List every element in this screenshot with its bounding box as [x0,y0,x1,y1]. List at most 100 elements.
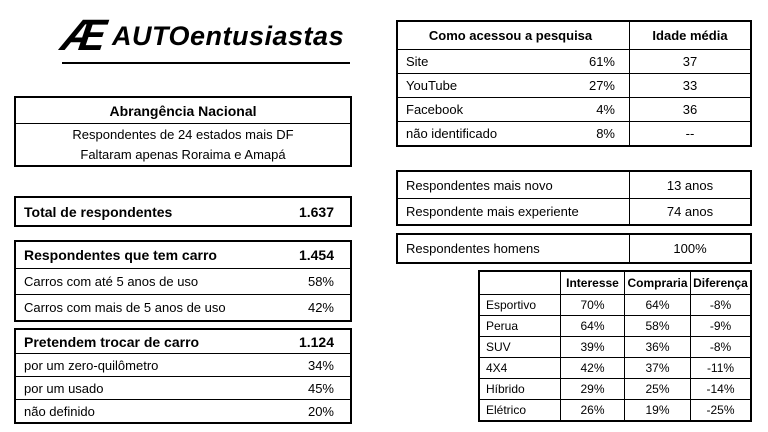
access-row-site-main: Site 61% [398,50,630,73]
interest-row-suv-interest-value: 39% [580,340,605,354]
access-row-facebook-age-value: 36 [682,102,698,117]
interest-header-buy: Compraria [624,272,690,294]
gender-row: Respondentes homens 100% [398,235,750,262]
access-header-main: Como acessou a pesquisa [398,22,630,49]
access-header-age: Idade média [630,22,750,49]
have-car-row-2-label: Carros com mais de 5 anos de uso [24,300,226,315]
trade-car-row-1-label: por um zero-quilômetro [24,357,159,373]
have-car-value: 1.454 [298,247,334,263]
access-title: Como acessou a pesquisa [428,28,593,43]
coverage-line-2: Faltaram apenas Roraima e Amapá [16,144,350,165]
access-row-unidentified-age: -- [630,122,750,145]
trade-car-row-3-value: 20% [307,403,334,419]
interest-row-hibrido-diff: -14% [690,379,750,399]
interest-row-4x4-buy: 37% [624,358,690,378]
interest-header-blank [480,272,560,294]
access-row-unidentified-age-value: -- [685,126,695,141]
interest-row-perua: Perua 64% 58% -9% [480,315,750,336]
access-row-youtube: YouTube 27% 33 [398,73,750,97]
interest-row-esportivo-buy: 64% [624,295,690,315]
interest-header-row: Interesse Compraria Diferença [480,272,750,294]
access-row-unidentified-main: não identificado 8% [398,122,630,145]
age-extremes-row-1-label: Respondentes mais novo [406,177,553,193]
interest-row-hibrido: Híbrido 29% 25% -14% [480,378,750,399]
have-car-label: Respondentes que tem carro [24,247,217,263]
interest-row-4x4-label-cell: 4X4 [480,358,560,378]
interest-row-esportivo-label-cell: Esportivo [480,295,560,315]
access-row-youtube-main: YouTube 27% [398,74,630,97]
interest-row-perua-buy: 58% [624,316,690,336]
coverage-box: Abrangência Nacional Respondentes de 24 … [14,96,352,167]
trade-car-row-3-label: não definido [24,403,95,419]
age-extremes-row-2: Respondente mais experiente 74 anos [398,198,750,224]
interest-row-suv-label-cell: SUV [480,337,560,357]
have-car-box: Respondentes que tem carro 1.454 Carros … [14,240,352,322]
interest-row-esportivo: Esportivo 70% 64% -8% [480,294,750,315]
trade-car-header-row: Pretendem trocar de carro 1.124 [16,330,350,353]
access-row-facebook-main: Facebook 4% [398,98,630,121]
brand-wordmark-entusiastas: entusiastas [190,20,345,51]
interest-row-hibrido-diff-value: -14% [706,382,735,396]
interest-row-eletrico-buy-value: 19% [645,403,670,417]
interest-row-esportivo-buy-value: 64% [645,298,670,312]
interest-header-interest: Interesse [560,272,624,294]
interest-row-4x4: 4X4 42% 37% -11% [480,357,750,378]
have-car-row-1-label: Carros com até 5 anos de uso [24,274,199,289]
interest-header-buy-label: Compraria [627,276,688,290]
age-extremes-row-1: Respondentes mais novo 13 anos [398,172,750,198]
trade-car-row-1: por um zero-quilômetro 34% [16,353,350,376]
interest-row-perua-interest-value: 64% [580,319,605,333]
trade-car-row-3: não definido 20% [16,399,350,422]
interest-row-4x4-buy-value: 37% [645,361,670,375]
coverage-line-1-text: Respondentes de 24 estados mais DF [72,126,294,142]
age-extremes-row-1-value: 13 anos [666,177,714,193]
access-row-site-age: 37 [630,50,750,73]
trade-car-row-2: por um usado 45% [16,376,350,399]
access-row-facebook-pct: 4% [596,102,615,117]
trade-car-row-2-label: por um usado [24,380,104,396]
interest-row-suv-buy: 36% [624,337,690,357]
have-car-row-1-value: 58% [307,274,334,289]
interest-row-eletrico-label: Elétrico [486,403,527,417]
interest-row-suv-label: SUV [486,340,511,354]
access-row-unidentified: não identificado 8% -- [398,121,750,145]
access-row-facebook: Facebook 4% 36 [398,97,750,121]
interest-row-4x4-interest: 42% [560,358,624,378]
trade-car-box: Pretendem trocar de carro 1.124 por um z… [14,328,352,424]
interest-row-suv: SUV 39% 36% -8% [480,336,750,357]
have-car-row-2-value: 42% [307,300,334,315]
interest-row-suv-buy-value: 36% [645,340,670,354]
age-extremes-row-1-main: Respondentes mais novo [398,172,630,198]
age-extremes-row-2-label: Respondente mais experiente [406,204,579,219]
interest-row-esportivo-diff: -8% [690,295,750,315]
brand-logo: Æ AUTOentusiastas [59,10,350,64]
access-row-youtube-age: 33 [630,74,750,97]
interest-row-suv-interest: 39% [560,337,624,357]
age-extremes-row-1-value-cell: 13 anos [630,172,750,198]
interest-row-4x4-diff-value: -11% [706,361,735,375]
interest-row-esportivo-label: Esportivo [486,298,537,312]
interest-header-diff: Diferença [690,272,750,294]
interest-row-4x4-interest-value: 42% [580,361,605,375]
have-car-header-row: Respondentes que tem carro 1.454 [16,242,350,268]
total-respondents-box: Total de respondentes 1.637 [14,196,352,227]
interest-table: Interesse Compraria Diferença Esportivo … [478,270,752,422]
access-row-youtube-age-value: 33 [682,78,698,93]
trade-car-row-1-value: 34% [307,357,334,373]
interest-row-eletrico-buy: 19% [624,400,690,420]
brand-wordmark: AUTOentusiastas [112,21,344,52]
interest-row-esportivo-diff-value: -8% [709,298,732,312]
total-respondents-row: Total de respondentes 1.637 [16,198,350,225]
access-row-facebook-age: 36 [630,98,750,121]
have-car-row-1: Carros com até 5 anos de uso 58% [16,268,350,294]
interest-row-eletrico-interest: 26% [560,400,624,420]
interest-row-perua-label-cell: Perua [480,316,560,336]
total-respondents-label: Total de respondentes [24,203,173,220]
coverage-line-1: Respondentes de 24 estados mais DF [16,123,350,144]
age-extremes-table: Respondentes mais novo 13 anos Responden… [396,170,752,226]
interest-row-perua-diff-value: -9% [709,319,732,333]
access-age-title: Idade média [652,28,728,43]
interest-header-interest-label: Interesse [566,276,619,290]
interest-header-diff-label: Diferença [693,276,748,290]
access-row-unidentified-label: não identificado [406,126,498,141]
